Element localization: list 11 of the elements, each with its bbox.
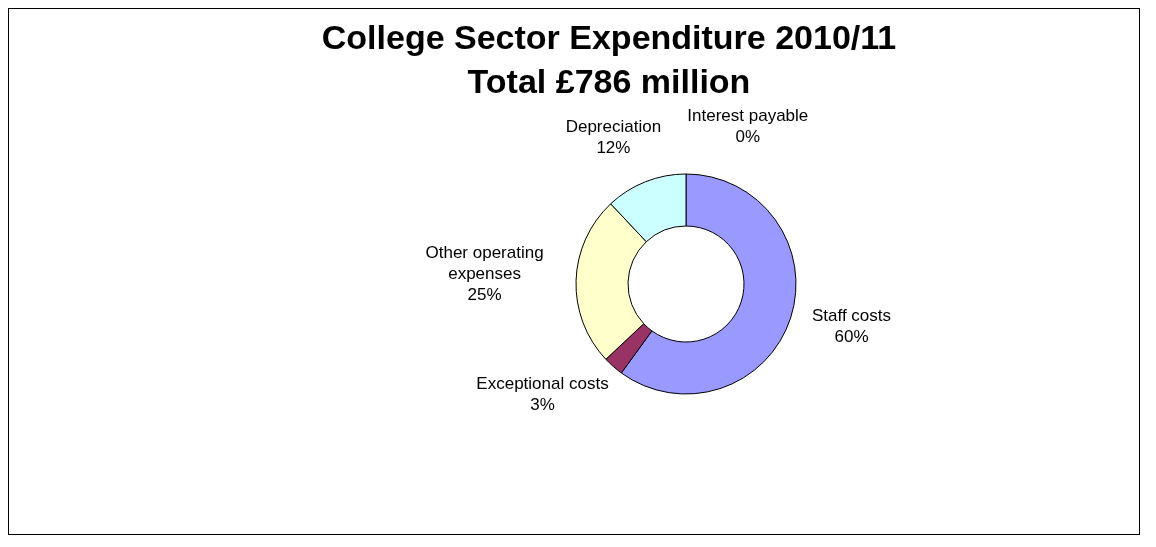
category-label: Interest payable	[687, 106, 809, 125]
data-label: 25%	[467, 285, 502, 305]
data-label: 12%	[596, 137, 631, 157]
text: 0%	[735, 127, 761, 146]
slice-label: Staff costs	[811, 306, 892, 326]
chart-title: College Sector Expenditure 2010/11 Total £786 million	[320, 17, 898, 102]
slice-label: Exceptional costs	[476, 373, 609, 393]
data-label: 3%	[530, 394, 555, 414]
slice-label: Other operating expenses	[425, 243, 544, 284]
data-label: 60%	[834, 327, 869, 347]
slice-label: Depreciation	[565, 116, 662, 136]
